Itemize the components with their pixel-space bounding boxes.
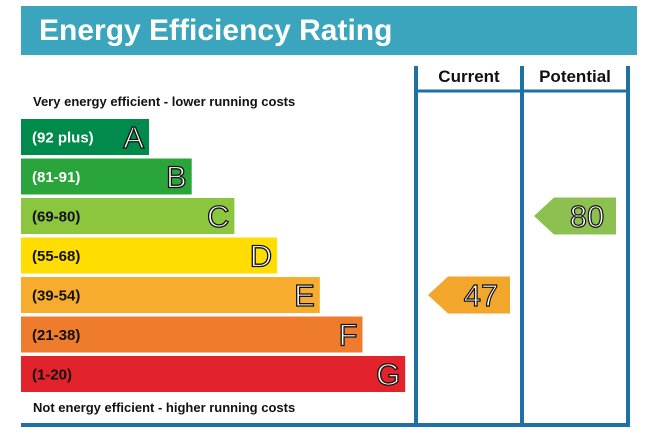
band-e-letter: E — [294, 278, 315, 313]
band-c-bar — [21, 198, 235, 234]
band-e-bar — [21, 277, 320, 313]
chart-title: Energy Efficiency Rating — [39, 14, 393, 47]
band-d-range: (55-68) — [32, 248, 80, 265]
band-b-bar — [21, 158, 192, 195]
potential-rating-value: 80 — [570, 199, 604, 234]
band-d-bar — [21, 237, 278, 274]
band-c-range: (69-80) — [32, 209, 80, 226]
band-f-letter: F — [339, 318, 358, 353]
current-column-header: Current — [438, 67, 500, 86]
band-b-letter: B — [166, 160, 187, 195]
potential-column-header: Potential — [539, 67, 611, 86]
current-rating-arrow — [428, 276, 510, 314]
band-b-range: (81-91) — [32, 169, 80, 186]
current-rating-value: 47 — [464, 278, 498, 313]
band-f-bar — [21, 316, 363, 353]
band-e-range: (39-54) — [32, 288, 80, 305]
band-g-letter: G — [376, 357, 400, 392]
band-d-letter: D — [250, 239, 272, 274]
band-g-bar — [21, 356, 406, 392]
band-f-range: (21-38) — [32, 327, 80, 344]
title-bar: Energy Efficiency Rating — [21, 6, 637, 55]
band-a-letter: A — [123, 120, 144, 155]
band-a-range: (92 plus) — [32, 130, 94, 147]
band-c-letter: C — [207, 199, 229, 234]
top-note: Very energy efficient - lower running co… — [33, 94, 296, 109]
band-a-bar — [21, 119, 149, 155]
potential-rating-arrow — [534, 197, 616, 235]
band-g-range: (1-20) — [32, 367, 72, 384]
bottom-note: Not energy efficient - higher running co… — [33, 400, 296, 415]
